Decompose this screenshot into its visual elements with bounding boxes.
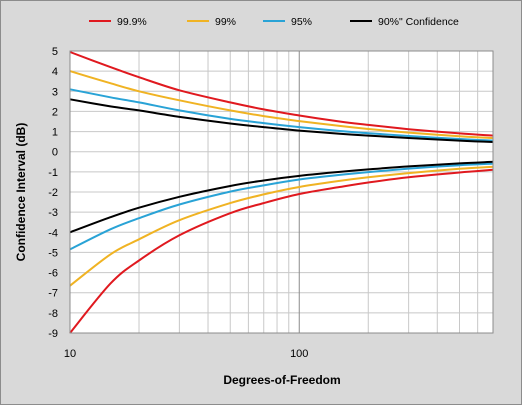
series-line-4-upper xyxy=(69,98,494,143)
legend-label: 99% xyxy=(215,16,236,28)
x-axis-title: Degrees-of-Freedom xyxy=(223,373,340,387)
legend-label: 99.9% xyxy=(117,16,147,28)
legend-label: 95% xyxy=(291,16,312,28)
y-tick-label: -4 xyxy=(48,227,58,239)
legend: 99.9% 99% 95% 90%" Confidence xyxy=(89,16,459,28)
y-tick-label: 4 xyxy=(52,66,58,78)
y-tick-label: 2 xyxy=(52,106,58,118)
series-layer xyxy=(69,51,494,334)
y-tick-label: -3 xyxy=(48,207,58,219)
series-line-3-upper xyxy=(69,88,494,142)
series-line-2-lower xyxy=(69,165,494,287)
series-line-1-lower xyxy=(69,168,494,334)
series-line-2-upper xyxy=(69,70,494,139)
y-tick-label: -7 xyxy=(48,288,58,300)
y-axis-ticks: 5 4 3 2 1 0 -1 -2 -3 -4 -5 -6 -7 -8 -9 xyxy=(48,46,58,340)
y-tick-label: 5 xyxy=(52,46,58,58)
x-tick-label: 100 xyxy=(290,348,308,360)
y-tick-label: -6 xyxy=(48,268,58,280)
series-line-1-upper xyxy=(69,51,494,137)
y-tick-label: -1 xyxy=(48,167,58,179)
y-tick-label: -2 xyxy=(48,187,58,199)
y-axis-title: Confidence Interval (dB) xyxy=(14,123,28,262)
y-tick-label: -8 xyxy=(48,308,58,320)
y-tick-label: 3 xyxy=(52,86,58,98)
y-tick-label: 1 xyxy=(52,127,58,139)
series-line-4-lower xyxy=(69,160,494,234)
series-line-3-lower xyxy=(69,162,494,251)
plot-border xyxy=(69,50,494,334)
y-tick-label: -9 xyxy=(48,328,58,340)
y-tick-label: 0 xyxy=(52,147,58,159)
y-tick-label: -5 xyxy=(48,247,58,259)
legend-label: 90%" Confidence xyxy=(378,16,459,28)
x-tick-label: 10 xyxy=(64,348,76,360)
x-axis-ticks: 10 100 xyxy=(64,348,309,360)
